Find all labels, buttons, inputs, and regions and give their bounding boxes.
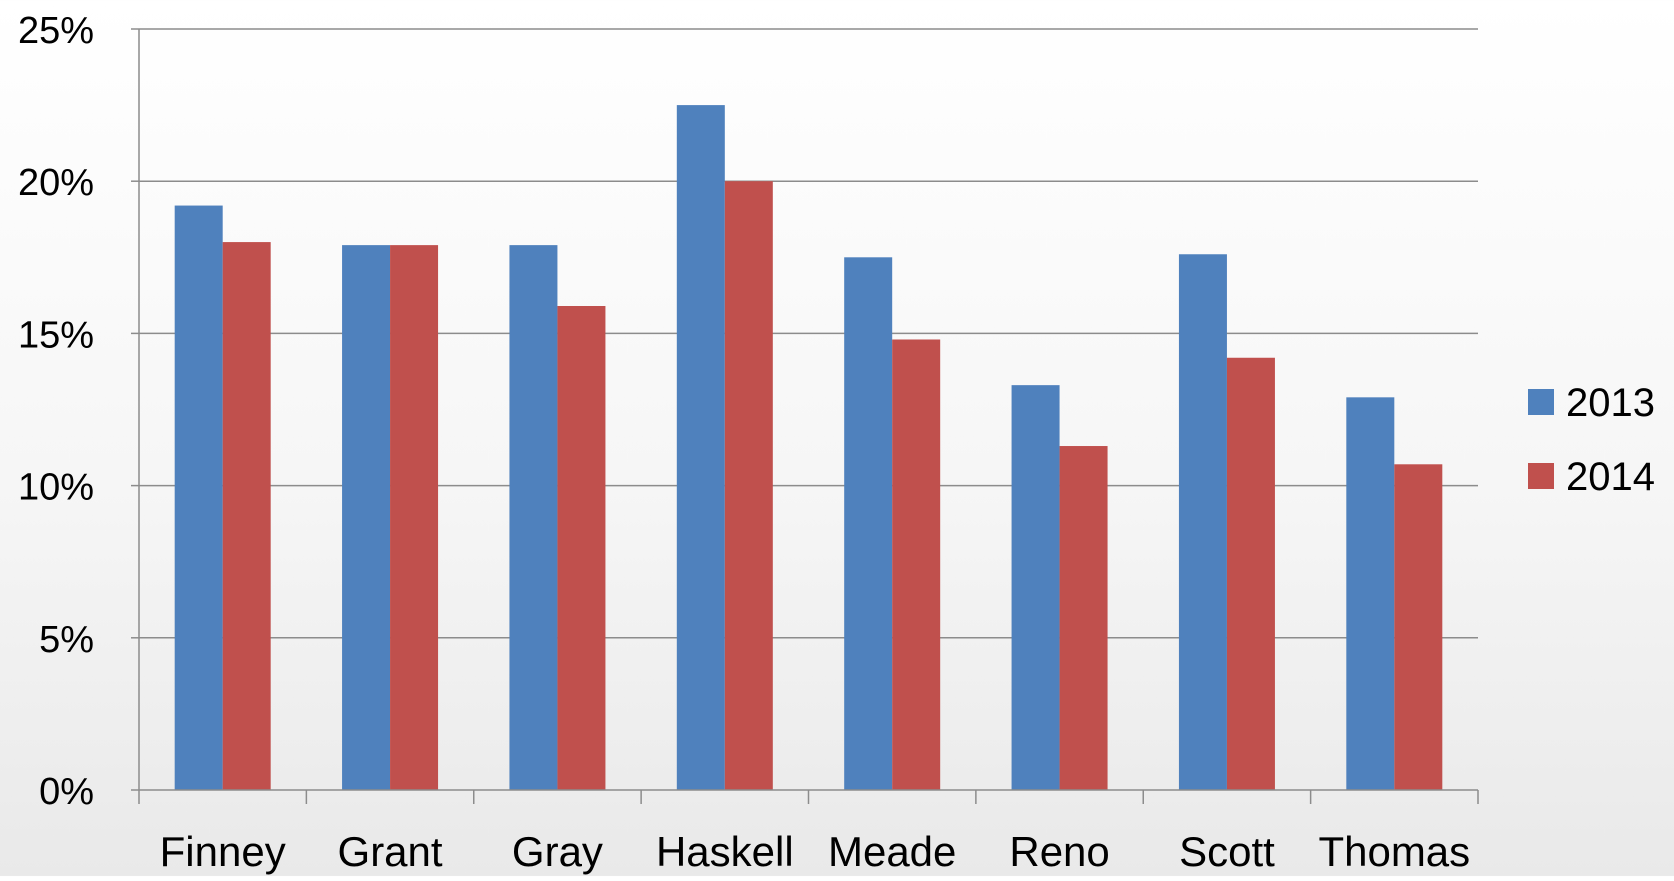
x-tick-label-meade: Meade — [828, 828, 956, 875]
bar-2014-thomas — [1394, 464, 1443, 790]
bar-2014-finney — [222, 242, 271, 790]
bar-2014-scott — [1226, 357, 1275, 790]
y-tick-label: 15% — [18, 314, 94, 356]
bar-2013-thomas — [1346, 397, 1395, 790]
y-tick-label: 0% — [39, 771, 94, 813]
x-tick-label-reno: Reno — [1009, 828, 1109, 875]
y-tick-label: 10% — [18, 467, 94, 509]
legend-label-2014: 2014 — [1566, 455, 1655, 499]
bars — [174, 105, 1443, 791]
bar-2014-haskell — [724, 181, 773, 790]
bar-2013-haskell — [676, 105, 725, 791]
grid-lines — [139, 28, 1478, 639]
y-tick-label: 25% — [18, 10, 94, 52]
bar-2013-gray — [509, 245, 558, 790]
x-axis-tick-labels: Finney Grant Gray Haskell Meade Reno Scott Thom… — [160, 828, 1471, 875]
legend-swatch-2013 — [1528, 389, 1554, 415]
x-tick-label-thomas: Thomas — [1318, 828, 1470, 875]
legend-label-2013: 2013 — [1566, 381, 1655, 425]
y-tick-label: 20% — [18, 162, 94, 204]
bar-2013-meade — [844, 257, 893, 790]
y-axis-tick-labels: 0% 5% 10% 15% 20% 25% — [18, 10, 94, 813]
legend: 2013 2014 — [1528, 381, 1655, 499]
legend-swatch-2014 — [1528, 463, 1554, 489]
x-tick-label-scott: Scott — [1179, 828, 1275, 875]
axes — [131, 28, 1479, 804]
bar-2013-scott — [1178, 254, 1227, 791]
bar-2013-reno — [1011, 385, 1060, 790]
bar-2013-finney — [174, 205, 223, 790]
bar-2014-meade — [892, 339, 941, 790]
x-tick-label-gray: Gray — [512, 828, 603, 875]
bar-2014-reno — [1059, 446, 1108, 790]
bar-2014-gray — [557, 306, 606, 790]
x-tick-label-haskell: Haskell — [656, 828, 794, 875]
x-tick-label-grant: Grant — [338, 828, 443, 875]
y-tick-label: 5% — [39, 619, 94, 661]
bar-2013-grant — [342, 245, 391, 790]
x-tick-label-finney: Finney — [160, 828, 286, 875]
bar-2014-grant — [390, 245, 439, 790]
